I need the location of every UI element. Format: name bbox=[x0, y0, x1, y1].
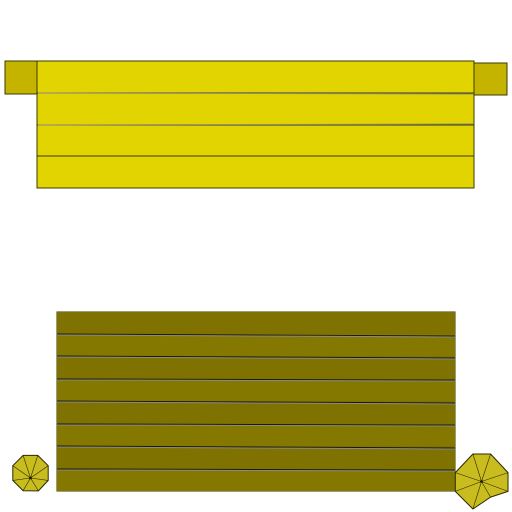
yellow-plank-4 bbox=[36, 155, 475, 189]
yellow-plank-3 bbox=[36, 124, 475, 157]
olive-seam-5 bbox=[56, 423, 456, 426]
yellow-plank-1 bbox=[36, 60, 475, 94]
umbrella-left-pole-tip bbox=[29, 476, 32, 480]
yellow-bench-left-cap bbox=[4, 60, 38, 95]
olive-plank-4 bbox=[57, 379, 455, 401]
yellow-seam-2 bbox=[37, 123, 474, 126]
olive-plank-8 bbox=[57, 469, 455, 491]
umbrella-right-pole-tip bbox=[480, 480, 483, 483]
olive-seam-3 bbox=[56, 378, 456, 381]
olive-plank-7 bbox=[57, 446, 455, 469]
umbrella-left-ribs bbox=[12, 455, 49, 492]
umbrella-left-sprite[interactable] bbox=[12, 454, 49, 492]
olive-seam-2 bbox=[56, 355, 456, 359]
olive-seam-1-hl bbox=[56, 334, 456, 338]
olive-plank-2 bbox=[57, 334, 455, 356]
olive-plank-5 bbox=[57, 401, 455, 424]
olive-seam-6-hl bbox=[56, 446, 456, 450]
olive-seam-7 bbox=[56, 468, 456, 471]
olive-seam-3-hl bbox=[56, 379, 456, 382]
yellow-plank-2 bbox=[36, 92, 475, 126]
umbrella-left-canopy bbox=[12, 454, 49, 492]
olive-seam-1 bbox=[56, 333, 456, 337]
olive-seam-7-hl bbox=[56, 469, 456, 472]
olive-plank-3 bbox=[57, 356, 455, 379]
olive-seam-2-hl bbox=[56, 356, 456, 360]
olive-bench-sprite[interactable] bbox=[56, 311, 456, 492]
olive-plank-6 bbox=[57, 424, 455, 446]
olive-seam-4-hl bbox=[56, 401, 456, 405]
olive-seam-4 bbox=[56, 400, 456, 404]
olive-plank-1 bbox=[57, 312, 455, 334]
umbrella-right-sprite[interactable] bbox=[454, 453, 509, 510]
olive-seam-5-hl bbox=[56, 424, 456, 427]
yellow-bench-right-cap bbox=[473, 62, 508, 96]
umbrella-right-ribs bbox=[455, 453, 509, 510]
yellow-bench-sprite[interactable] bbox=[4, 60, 508, 189]
yellow-seam-1 bbox=[37, 92, 474, 95]
olive-seam-6 bbox=[56, 445, 456, 449]
